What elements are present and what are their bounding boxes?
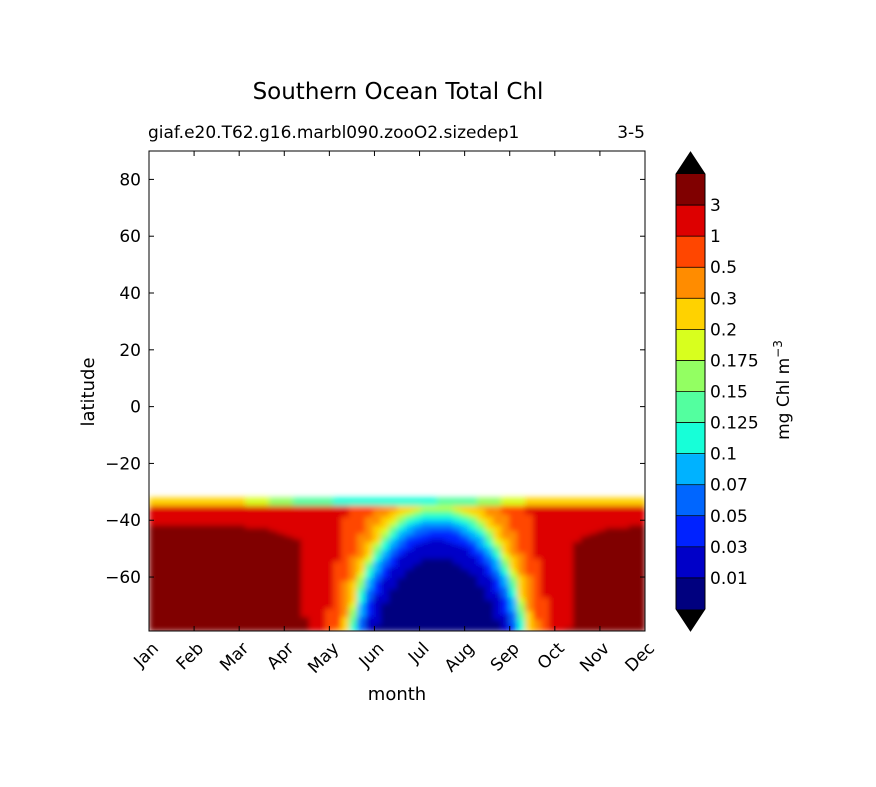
colorbar-tick-label: 1 [710,227,721,247]
colorbar-segment [676,391,705,424]
colorbar-tick-label: 0.2 [710,320,737,340]
x-tick-label: Aug [441,639,479,677]
x-tick-label: Sep [487,639,524,676]
y-tick-label: 60 [119,227,141,247]
y-tick-label: 20 [119,341,141,361]
colorbar-segment [676,267,705,299]
y-tick-label: −60 [105,568,141,588]
y-tick-label: −20 [105,454,141,474]
colorbar-segment [676,174,705,206]
y-axis-label: latitude [78,357,99,426]
x-tick-label: Nov [576,639,614,677]
y-tick-label: 80 [119,170,141,190]
colorbar-segment [676,422,705,455]
chlorophyll-field [149,497,645,631]
colorbar-segment [676,236,705,268]
colorbar-segment [676,515,705,548]
x-tick-label: Mar [216,639,253,676]
colorbar-tick-label: 0.07 [710,476,748,496]
y-tick-label: 40 [119,284,141,304]
x-tick-label: Feb [173,639,208,674]
colorbar-segment [676,329,705,361]
colorbar-segment [676,577,705,610]
y-tick-label: −40 [105,511,141,531]
colorbar: 0.01 0.03 0.05 0.07 0.1 0.125 0.15 0.175 0.2 0.3 0… [675,151,759,632]
colorbar-tick-label: 0.175 [710,351,759,371]
colorbar-segment [676,298,705,330]
y-tick-label: 0 [130,398,141,418]
colorbar-tick-label: 0.01 [710,569,748,589]
colorbar-tick-label: 0.03 [710,538,748,558]
x-tick-label: Oct [534,639,569,674]
chart-subtitle-left: giaf.e20.T62.g16.marbl090.zooO2.sizedep1 [148,123,519,143]
x-tick-label: Dec [622,639,659,676]
colorbar-label: mg Chl m−3 [771,340,794,440]
colorbar-segment [676,205,705,237]
x-tick-label: Apr [263,639,298,674]
colorbar-tick-label: 0.3 [710,289,737,309]
chart-subtitle-right: 3-5 [617,123,645,143]
colorbar-segment [676,484,705,517]
colorbar-tick-label: 0.125 [710,414,759,434]
colorbar-segment [676,360,705,392]
plot-area: 80 60 40 20 0 −20 −40 −60 Jan Feb Mar Apr May Jun Jul… [105,150,659,678]
plot-frame [148,150,646,632]
x-tick-label: Jun [355,639,389,673]
x-tick-label: May [304,639,343,678]
colorbar-tick-label: 0.5 [710,258,737,278]
y-axis: 80 60 40 20 0 −20 −40 −60 [105,170,645,588]
chart-title: Southern Ocean Total Chl [253,79,544,105]
x-tick-label: Jul [404,639,433,668]
colorbar-tick-label: 0.1 [710,445,737,465]
x-tick-label: Jan [130,639,163,672]
colorbar-tick-label: 0.05 [710,507,748,527]
colorbar-extend-min [676,609,705,631]
colorbar-segment [676,453,705,486]
colorbar-outline [675,151,706,632]
colorbar-tick-label: 3 [710,196,721,216]
colorbar-segment [676,546,705,579]
x-axis-label: month [368,684,426,705]
colorbar-extend-max [676,152,705,174]
colorbar-tick-label: 0.15 [710,383,748,403]
